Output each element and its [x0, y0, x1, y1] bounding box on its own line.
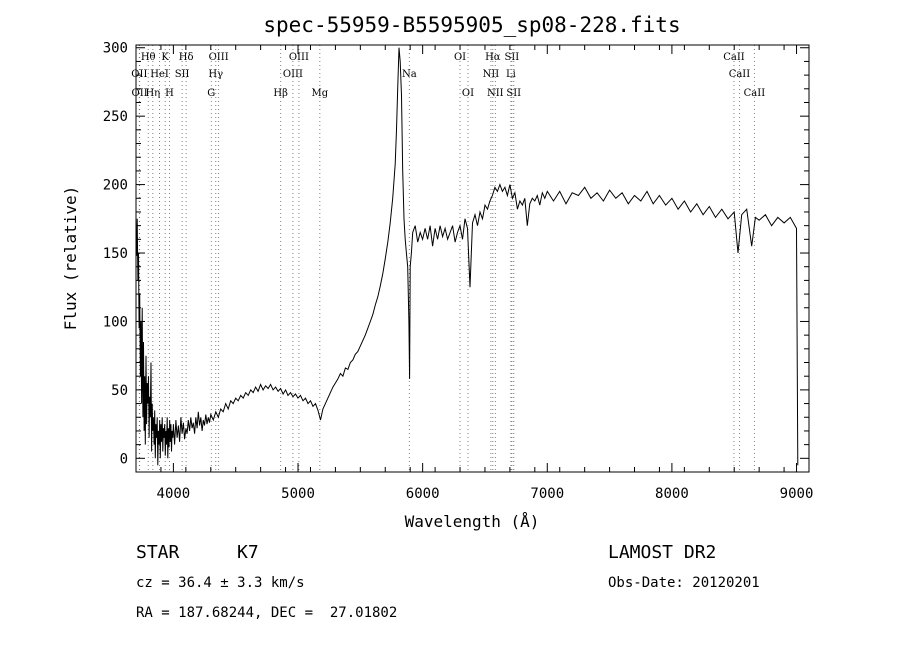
line-marker-label: OI [454, 52, 466, 63]
line-marker-label: SII [175, 69, 190, 80]
line-marker-label: OII [131, 69, 147, 80]
y-tick-label: 100 [103, 314, 128, 330]
line-marker-label: NII [487, 88, 504, 99]
coordinates-readout: RA = 187.68244, DEC = 27.01802 [136, 605, 398, 621]
line-marker-label: OIII [283, 69, 303, 80]
line-marker-label: SII [506, 88, 521, 99]
line-marker-label: Na [402, 69, 417, 80]
plot-frame [135, 44, 810, 473]
line-marker-label: Hβ [273, 88, 288, 99]
redshift-readout: cz = 36.4 ± 3.3 km/s [136, 575, 305, 591]
line-marker-label: CaII [723, 52, 745, 63]
x-tick-label: 5000 [281, 486, 315, 502]
chart-title: spec-55959-B5595905_sp08-228.fits [263, 13, 680, 37]
line-marker-label: OIII [209, 52, 229, 63]
plot-area [135, 47, 799, 466]
object-class: STAR [136, 542, 180, 563]
survey-name: LAMOST DR2 [608, 542, 717, 563]
x-tick-label: 6000 [406, 486, 440, 502]
y-tick-label: 200 [103, 178, 128, 194]
x-tick-label: 9000 [780, 486, 814, 502]
line-marker-label: OII [132, 88, 148, 99]
x-tick-label: 7000 [530, 486, 564, 502]
line-marker-label: G [207, 88, 215, 99]
line-marker-label: Li [506, 69, 516, 80]
observation-date: Obs-Date: 20120201 [608, 575, 760, 591]
line-marker-label: Hη [145, 88, 160, 99]
y-axis-label: Flux (relative) [61, 186, 80, 331]
line-marker-label: Mg [312, 88, 329, 99]
spectrum-trace [135, 47, 799, 466]
line-markers: Hθ K Hδ OIII OIII OI Hα SII CaII OII HeI SII Hγ OIII N… [131, 45, 765, 472]
line-marker-label: OI [462, 88, 474, 99]
y-tick-label: 250 [103, 109, 128, 125]
line-marker-label: H [165, 88, 174, 99]
line-marker-label: HeI [150, 69, 169, 80]
line-marker-label: SII [505, 52, 520, 63]
y-tick-label: 0 [120, 451, 128, 467]
x-axis-label: Wavelength (Å) [405, 512, 540, 531]
y-tick-label: 150 [103, 246, 128, 262]
object-subclass: K7 [237, 542, 259, 563]
axis-ticks: 4000 5000 6000 7000 8000 9000 0 50 100 150 200 250 3… [103, 41, 814, 502]
line-marker-label: Hδ [179, 52, 194, 63]
x-tick-label: 4000 [157, 486, 191, 502]
line-marker-label: K [161, 52, 169, 63]
line-marker-label: Hα [485, 52, 501, 63]
line-marker-label: NII [483, 69, 500, 80]
line-marker-label: Hγ [208, 69, 223, 80]
line-marker-label: CaII [744, 88, 766, 99]
y-tick-label: 300 [103, 41, 128, 57]
line-marker-label: Hθ [141, 52, 156, 63]
y-tick-label: 50 [111, 383, 128, 399]
line-marker-label: OIII [289, 52, 309, 63]
line-marker-label: CaII [729, 69, 751, 80]
x-tick-label: 8000 [655, 486, 689, 502]
